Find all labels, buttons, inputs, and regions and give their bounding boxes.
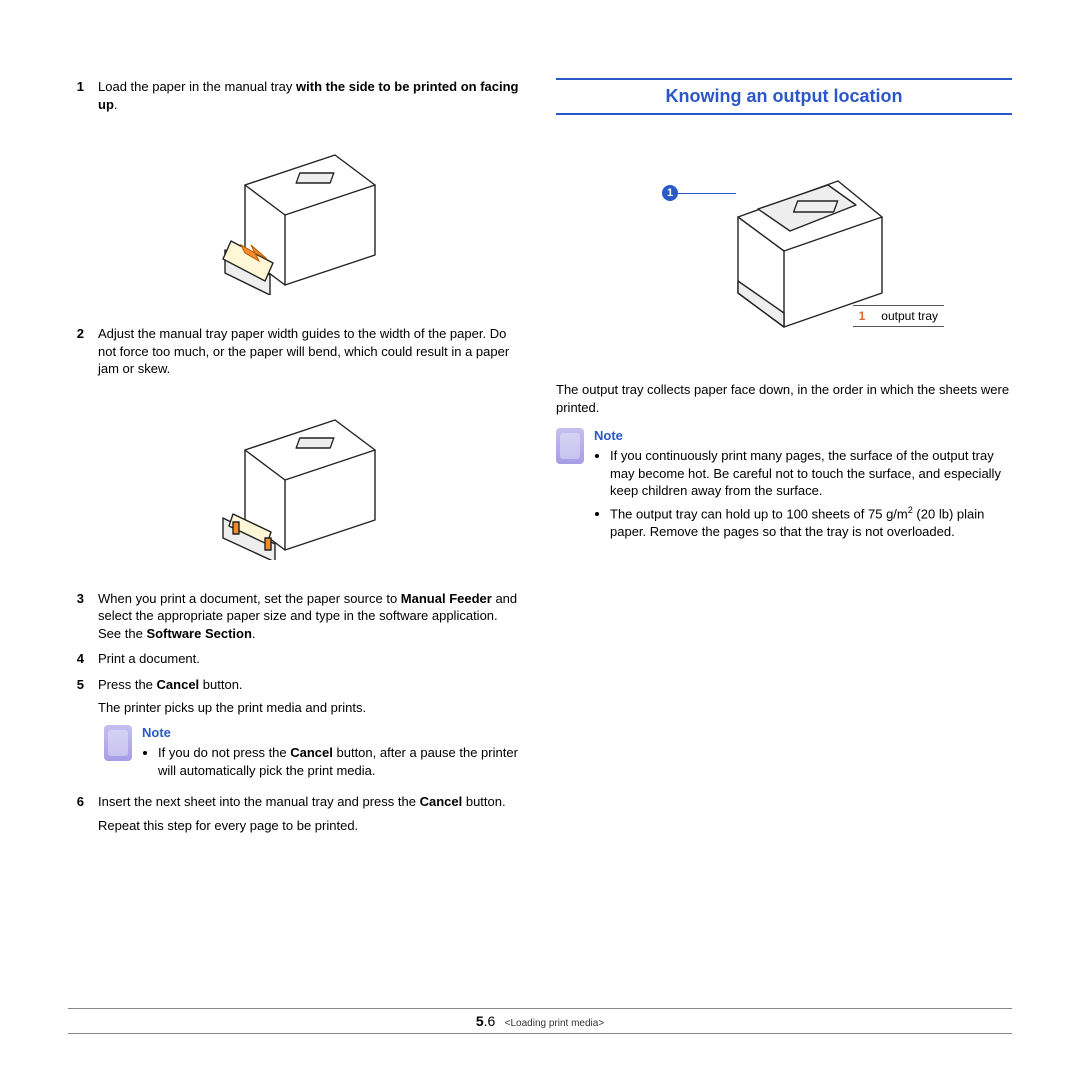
- output-paragraph: The output tray collects paper face down…: [556, 381, 1012, 416]
- note-item: If you continuously print many pages, th…: [610, 447, 1012, 500]
- legend-key: 1: [859, 309, 866, 323]
- step-tail: .: [114, 97, 118, 112]
- note-block: Note If you do not press the Cancel butt…: [104, 725, 524, 783]
- step-body: Press the Cancel button. The printer pic…: [98, 676, 524, 717]
- step-number: 5: [68, 676, 84, 717]
- diagram-step2: [181, 386, 411, 576]
- note-list: If you continuously print many pages, th…: [594, 447, 1012, 540]
- printer-icon: [215, 410, 385, 560]
- step-body: When you print a document, set the paper…: [98, 590, 524, 643]
- step-number: 1: [68, 78, 84, 113]
- note-title: Note: [594, 428, 1012, 443]
- note-block: Note If you continuously print many page…: [556, 428, 1012, 544]
- note-item: If you do not press the Cancel button, a…: [158, 744, 524, 779]
- step-5: 5 Press the Cancel button. The printer p…: [68, 676, 524, 717]
- diagram-output: 1 1 output tray: [624, 137, 944, 367]
- note-icon: [104, 725, 132, 761]
- right-column: Knowing an output location 1 1 output tr…: [556, 78, 1012, 842]
- step-3: 3 When you print a document, set the pap…: [68, 590, 524, 643]
- step-4: 4 Print a document.: [68, 650, 524, 668]
- step-body: Insert the next sheet into the manual tr…: [98, 793, 524, 834]
- legend: 1 output tray: [853, 305, 944, 327]
- step-body: Load the paper in the manual tray with t…: [98, 78, 524, 113]
- callout-badge: 1: [662, 185, 678, 201]
- note-title: Note: [142, 725, 524, 740]
- step-number: 4: [68, 650, 84, 668]
- step-1: 1 Load the paper in the manual tray with…: [68, 78, 524, 113]
- page-footer: 5.6 <Loading print media>: [68, 1008, 1012, 1034]
- note-icon: [556, 428, 584, 464]
- step-number: 3: [68, 590, 84, 643]
- legend-label: output tray: [881, 309, 938, 323]
- note-list: If you do not press the Cancel button, a…: [142, 744, 524, 779]
- step-body: Print a document.: [98, 650, 524, 668]
- step-6: 6 Insert the next sheet into the manual …: [68, 793, 524, 834]
- note-item: The output tray can hold up to 100 sheet…: [610, 504, 1012, 540]
- left-column: 1 Load the paper in the manual tray with…: [68, 78, 524, 842]
- section-heading: Knowing an output location: [556, 78, 1012, 115]
- step-number: 2: [68, 325, 84, 378]
- diagram-step1: [181, 121, 411, 311]
- step-text: Load the paper in the manual tray: [98, 79, 296, 94]
- step-number: 6: [68, 793, 84, 834]
- step-body: Adjust the manual tray paper width guide…: [98, 325, 524, 378]
- footer-chapter: <Loading print media>: [505, 1018, 605, 1029]
- step-2: 2 Adjust the manual tray paper width gui…: [68, 325, 524, 378]
- printer-icon: [215, 145, 385, 295]
- heading-text: Knowing an output location: [666, 86, 903, 106]
